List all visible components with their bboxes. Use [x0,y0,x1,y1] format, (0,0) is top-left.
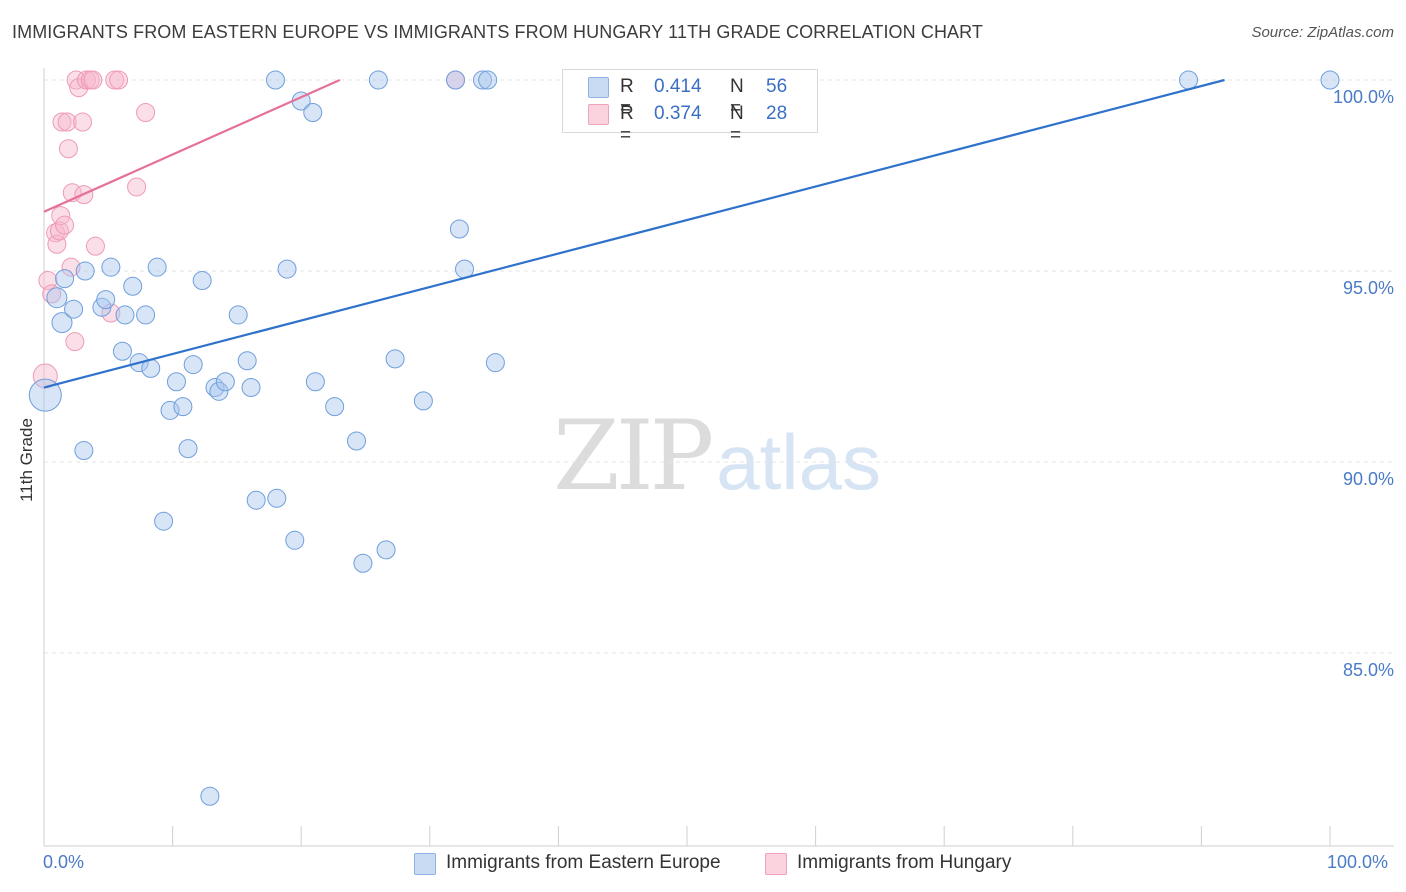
data-point-hungary [57,112,77,132]
data-point-eastern-europe [51,312,73,334]
data-point-eastern-europe [246,490,266,510]
legend-r-value: 0.374 [654,103,702,124]
data-point-eastern-europe [28,378,62,412]
data-point-eastern-europe [228,305,248,325]
source-credit: Source: ZipAtlas.com [1251,24,1394,41]
data-point-eastern-europe [74,441,94,461]
data-point-eastern-europe [346,431,366,451]
data-point-eastern-europe [75,261,95,281]
data-point-eastern-europe [55,269,75,289]
data-point-eastern-europe [136,305,156,325]
legend-r-label: R = [620,103,634,146]
data-point-eastern-europe [209,381,229,401]
data-point-eastern-europe [446,70,466,90]
data-point-hungary [49,221,69,241]
data-point-eastern-europe [101,257,121,277]
data-point-hungary [85,236,105,256]
y-tick-label: 90.0% [1342,469,1394,489]
data-point-eastern-europe [385,349,405,369]
data-point-eastern-europe [205,378,225,398]
data-point-eastern-europe [449,219,469,239]
data-point-eastern-europe [1320,70,1340,90]
x-tick-label-max: 100.0% [1327,852,1389,872]
data-point-eastern-europe [485,353,505,373]
data-point-eastern-europe [154,511,174,531]
y-tick-label: 95.0% [1342,278,1394,298]
data-point-eastern-europe [325,397,345,417]
x-tick-label-min: 0.0% [43,852,85,872]
y-tick-label: 100.0% [1332,87,1394,107]
data-point-eastern-europe [285,530,305,550]
bottom-legend-label-eastern-europe: Immigrants from Eastern Europe [446,852,721,873]
data-point-eastern-europe [200,786,220,806]
data-point-eastern-europe [178,439,198,459]
data-point-hungary [83,70,103,90]
data-point-eastern-europe [46,287,68,309]
bottom-legend-label-hungary: Immigrants from Hungary [797,852,1012,873]
legend-n-value: 28 [766,103,788,124]
legend-n-label: N = [730,76,744,119]
data-point-hungary [61,257,81,277]
data-point-eastern-europe [112,341,132,361]
trend-line-hungary [43,78,341,213]
stats-legend: R = 0.414 N = 56 R = 0.374 N = 28 [562,69,818,146]
data-point-eastern-europe [277,259,297,279]
data-point-eastern-europe [1179,70,1199,90]
data-point-eastern-europe [305,372,325,392]
data-point-hungary [52,112,72,132]
data-point-hungary [136,102,156,122]
data-point-hungary [66,70,86,90]
data-point-eastern-europe [267,488,287,508]
data-point-eastern-europe [147,257,167,277]
data-point-hungary [109,70,129,90]
data-point-hungary [58,139,78,159]
data-point-eastern-europe [96,290,116,310]
chart-title: IMMIGRANTS FROM EASTERN EUROPE VS IMMIGR… [12,22,984,42]
data-point-eastern-europe [215,372,235,392]
data-point-eastern-europe [376,540,396,560]
data-point-hungary [73,112,93,132]
legend-r-label: R = [620,76,634,119]
data-point-eastern-europe [478,70,498,90]
data-point-eastern-europe [265,70,285,90]
data-point-eastern-europe [183,355,203,375]
y-axis-label: 11th Grade [17,418,36,502]
data-point-eastern-europe [173,397,193,417]
data-point-hungary [51,206,71,226]
data-point-eastern-europe [64,299,84,319]
data-point-eastern-europe [368,70,388,90]
data-point-eastern-europe [413,391,433,411]
data-point-eastern-europe [303,102,323,122]
data-point-eastern-europe [166,372,186,392]
data-point-eastern-europe [237,351,257,371]
data-point-hungary [65,332,85,352]
legend-swatch-hungary [588,104,609,125]
data-point-eastern-europe [160,400,180,420]
data-point-eastern-europe [241,378,261,398]
data-point-hungary [55,215,75,235]
data-point-eastern-europe [353,553,373,573]
legend-swatch-eastern-europe [588,77,609,98]
data-point-hungary [127,177,147,197]
data-point-eastern-europe [123,276,143,296]
watermark-zip: ZIP [553,400,714,512]
bottom-legend-swatch-hungary [765,853,787,875]
legend-r-value: 0.414 [654,76,702,97]
legend-n-label: N = [730,103,744,146]
bottom-legend-swatch-eastern-europe [414,853,436,875]
trend-line-eastern-europe [43,78,1225,389]
y-tick-label: 85.0% [1342,660,1394,680]
data-point-eastern-europe [192,271,212,291]
data-point-eastern-europe [473,70,493,90]
data-point-eastern-europe [115,305,135,325]
legend-n-value: 56 [766,76,788,97]
